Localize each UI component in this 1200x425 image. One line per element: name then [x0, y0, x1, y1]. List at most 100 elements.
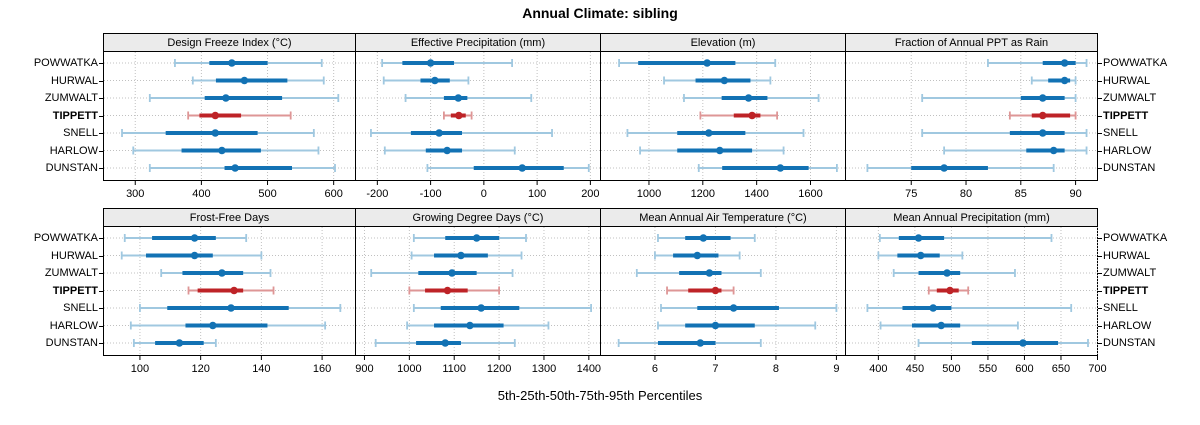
- panel-title: Mean Annual Precipitation (mm): [893, 212, 1050, 224]
- axis-tick-label: 80: [960, 188, 972, 200]
- median-dot: [457, 251, 465, 260]
- station-label-left-harlow: HARLOW: [49, 144, 98, 157]
- median-dot: [703, 59, 711, 67]
- median-dot: [230, 286, 238, 295]
- median-dot: [426, 59, 435, 67]
- median-dot: [1038, 111, 1047, 120]
- median-dot: [1038, 129, 1047, 137]
- median-dot: [776, 164, 785, 172]
- station-label-left-zumwalt: ZUMWALT: [44, 92, 98, 104]
- median-dot: [209, 321, 217, 330]
- median-dot: [227, 304, 235, 312]
- axis-tick-label: 500: [258, 188, 276, 200]
- axis-tick-label: 600: [1015, 363, 1033, 375]
- axis-tick-label: 1000: [397, 363, 421, 375]
- median-dot: [748, 111, 756, 120]
- row-tick-left: [99, 325, 103, 327]
- station-label-right-dunstan: DUNSTAN: [1103, 337, 1156, 349]
- figure-title: Annual Climate: sibling: [522, 5, 678, 21]
- row-tick-right: [1098, 80, 1102, 82]
- axis-tick-label: 650: [1052, 363, 1070, 375]
- axis-tick-label: 1000: [637, 188, 661, 200]
- row-tick-right: [1098, 63, 1102, 64]
- station-label-right-powwatka: POWWATKA: [1103, 232, 1168, 244]
- axis-tick-label: 600: [324, 188, 342, 200]
- axis-tick-label: 1200: [487, 363, 511, 375]
- axis-tick-label: 75: [905, 188, 917, 200]
- median-dot: [218, 146, 226, 155]
- station-label-right-zumwalt: ZUMWALT: [1103, 267, 1157, 279]
- station-label-left-dunstan: DUNSTAN: [45, 337, 98, 349]
- panel-title: Elevation (m): [691, 37, 756, 49]
- plot-area: [845, 226, 1098, 356]
- row-tick-left: [99, 273, 103, 274]
- axis-tick-label: 1200: [691, 188, 715, 200]
- station-label-left-hurwal: HURWAL: [50, 74, 98, 87]
- station-label-left-tippett: TIPPETT: [52, 109, 98, 122]
- median-dot: [705, 269, 714, 277]
- axis-caption: 5th-25th-50th-75th-95th Percentiles: [497, 388, 703, 403]
- axis-tick-label: 140: [252, 363, 270, 375]
- row-tick-right: [1098, 98, 1102, 99]
- row-tick-right: [1098, 308, 1102, 309]
- median-dot: [218, 269, 226, 277]
- median-dot: [1019, 339, 1027, 347]
- median-dot: [518, 164, 527, 172]
- row-tick-left: [99, 133, 103, 134]
- median-dot: [916, 251, 925, 260]
- panel-mean-annual-precipitation-mm: Mean Annual Precipitation (mm) 400 450 500 5…: [845, 208, 1107, 375]
- station-label-left-powwatka: POWWATKA: [33, 57, 98, 69]
- station-label-right-harlow: HARLOW: [1103, 319, 1152, 332]
- station-label-right-powwatka: POWWATKA: [1103, 57, 1168, 69]
- panel-effective-precipitation-mm: Effective Precipitation (mm) -200 -100 0 100…: [355, 33, 601, 200]
- axis-tick-label: 300: [126, 188, 144, 200]
- median-dot: [454, 94, 463, 102]
- axis-tick-label: -200: [366, 188, 388, 200]
- axis-tick-label: 85: [1015, 188, 1027, 200]
- axis-tick-label: 1600: [798, 188, 822, 200]
- median-dot: [431, 76, 439, 85]
- row-tick-right: [1098, 290, 1102, 292]
- row-tick-right: [1098, 273, 1102, 274]
- row-tick-right: [1098, 325, 1102, 327]
- median-dot: [937, 321, 945, 330]
- panel-title: Fraction of Annual PPT as Rain: [895, 37, 1048, 49]
- median-dot: [240, 76, 249, 85]
- median-dot: [435, 129, 443, 137]
- station-label-left-powwatka: POWWATKA: [33, 232, 98, 244]
- median-dot: [231, 164, 239, 172]
- median-dot: [466, 321, 474, 330]
- panel-title: Frost-Free Days: [190, 212, 270, 224]
- median-dot: [1038, 94, 1047, 102]
- median-dot: [211, 129, 220, 137]
- axis-tick-label: 1400: [744, 188, 768, 200]
- median-dot: [914, 234, 923, 242]
- row-tick-left: [99, 115, 103, 117]
- median-dot: [455, 111, 463, 120]
- row-tick-left: [99, 150, 103, 152]
- axis-tick-label: 6: [652, 363, 658, 375]
- median-dot: [696, 339, 705, 347]
- axis-tick-label: 8: [773, 363, 779, 375]
- axis-tick-label: 400: [192, 188, 210, 200]
- axis-tick-label: 500: [942, 363, 960, 375]
- panel-elevation-m: Elevation (m) 1000 1200 1400 1600: [600, 33, 846, 200]
- median-dot: [711, 286, 720, 295]
- axis-tick-label: 7: [712, 363, 718, 375]
- axis-tick-label: 1300: [532, 363, 556, 375]
- panel-frost-free-days: Frost-Free Days 100 120 140 160: [103, 208, 356, 375]
- axis-tick-label: 90: [1069, 188, 1081, 200]
- station-label-left-harlow: HARLOW: [49, 319, 98, 332]
- row-tick-left: [99, 255, 103, 257]
- row-tick-right: [1098, 343, 1102, 344]
- station-label-right-dunstan: DUNSTAN: [1103, 162, 1156, 174]
- row-tick-left: [99, 343, 103, 344]
- row-tick-right: [1098, 168, 1102, 169]
- axis-tick-label: 100: [131, 363, 149, 375]
- row-tick-left: [99, 238, 103, 239]
- axis-tick-label: 400: [869, 363, 887, 375]
- median-dot: [1049, 146, 1058, 155]
- panel-title: Mean Annual Air Temperature (°C): [639, 212, 806, 224]
- median-dot: [946, 286, 954, 295]
- median-dot: [693, 251, 702, 260]
